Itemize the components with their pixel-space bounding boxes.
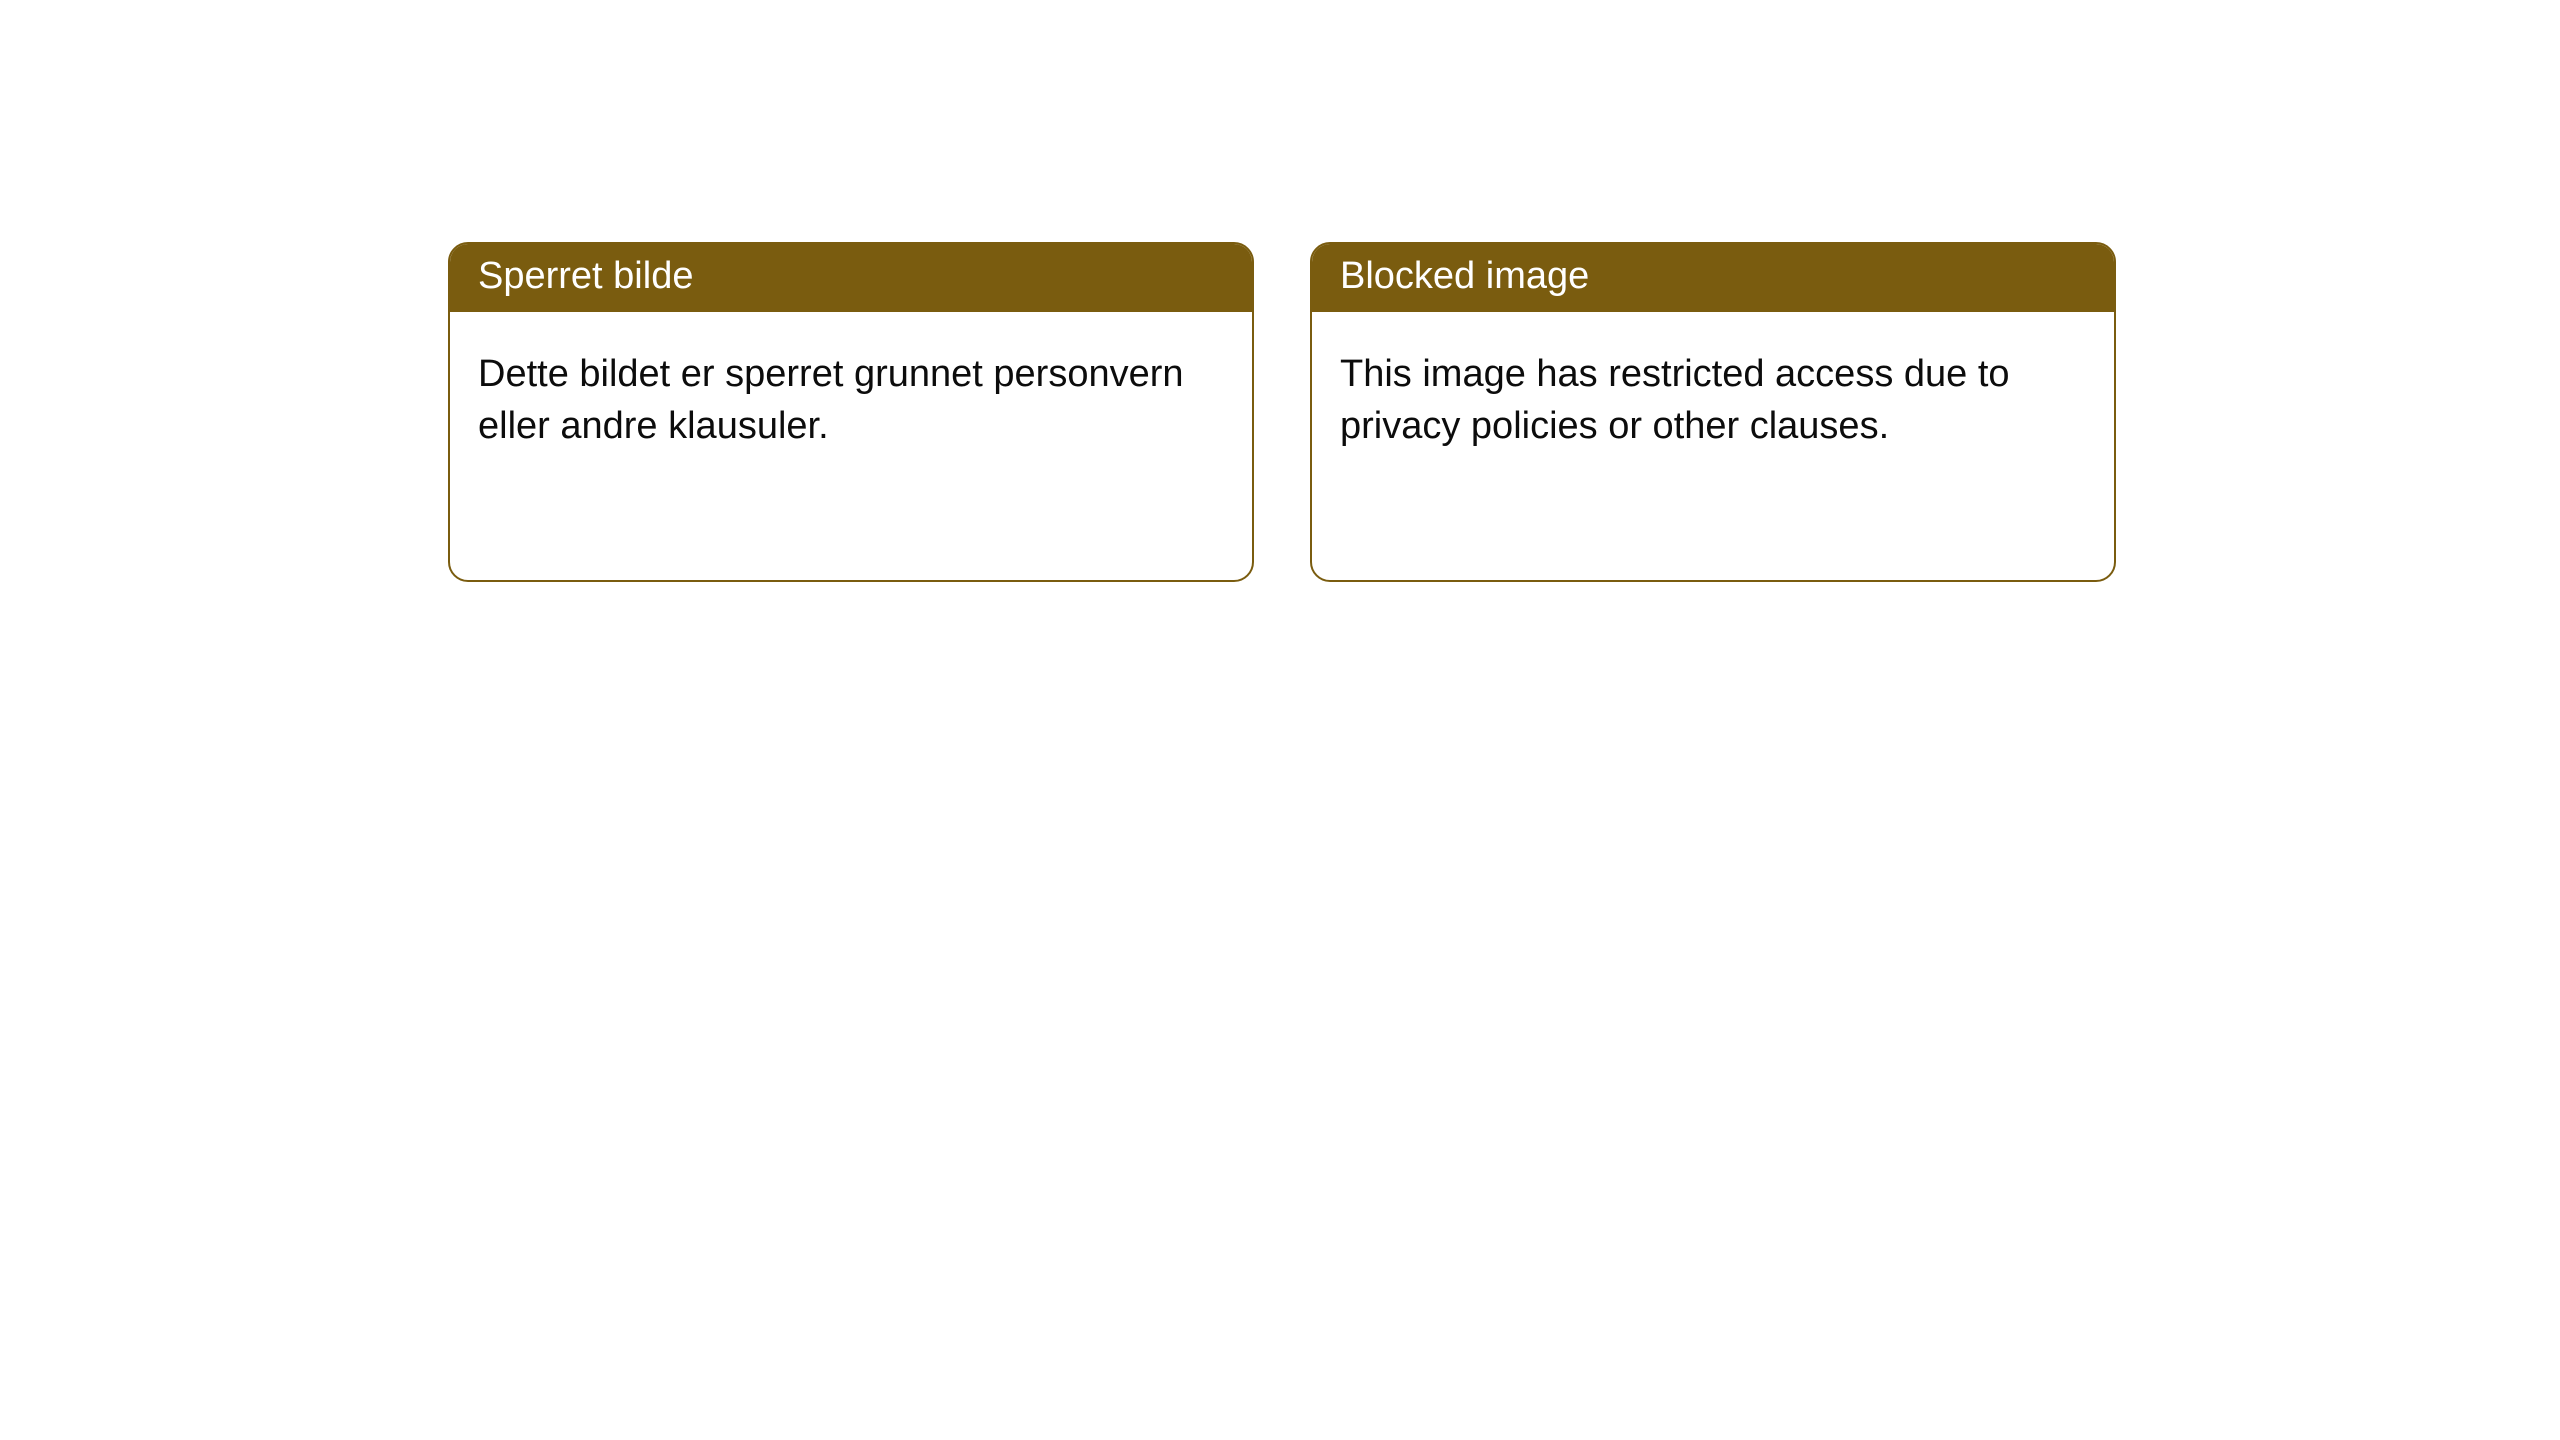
notice-body-norwegian: Dette bildet er sperret grunnet personve… bbox=[450, 312, 1252, 489]
notice-body-english: This image has restricted access due to … bbox=[1312, 312, 2114, 489]
notice-header-english: Blocked image bbox=[1312, 244, 2114, 312]
notice-header-norwegian: Sperret bilde bbox=[450, 244, 1252, 312]
notice-card-norwegian: Sperret bilde Dette bildet er sperret gr… bbox=[448, 242, 1254, 582]
notice-card-english: Blocked image This image has restricted … bbox=[1310, 242, 2116, 582]
notice-container: Sperret bilde Dette bildet er sperret gr… bbox=[0, 0, 2560, 582]
